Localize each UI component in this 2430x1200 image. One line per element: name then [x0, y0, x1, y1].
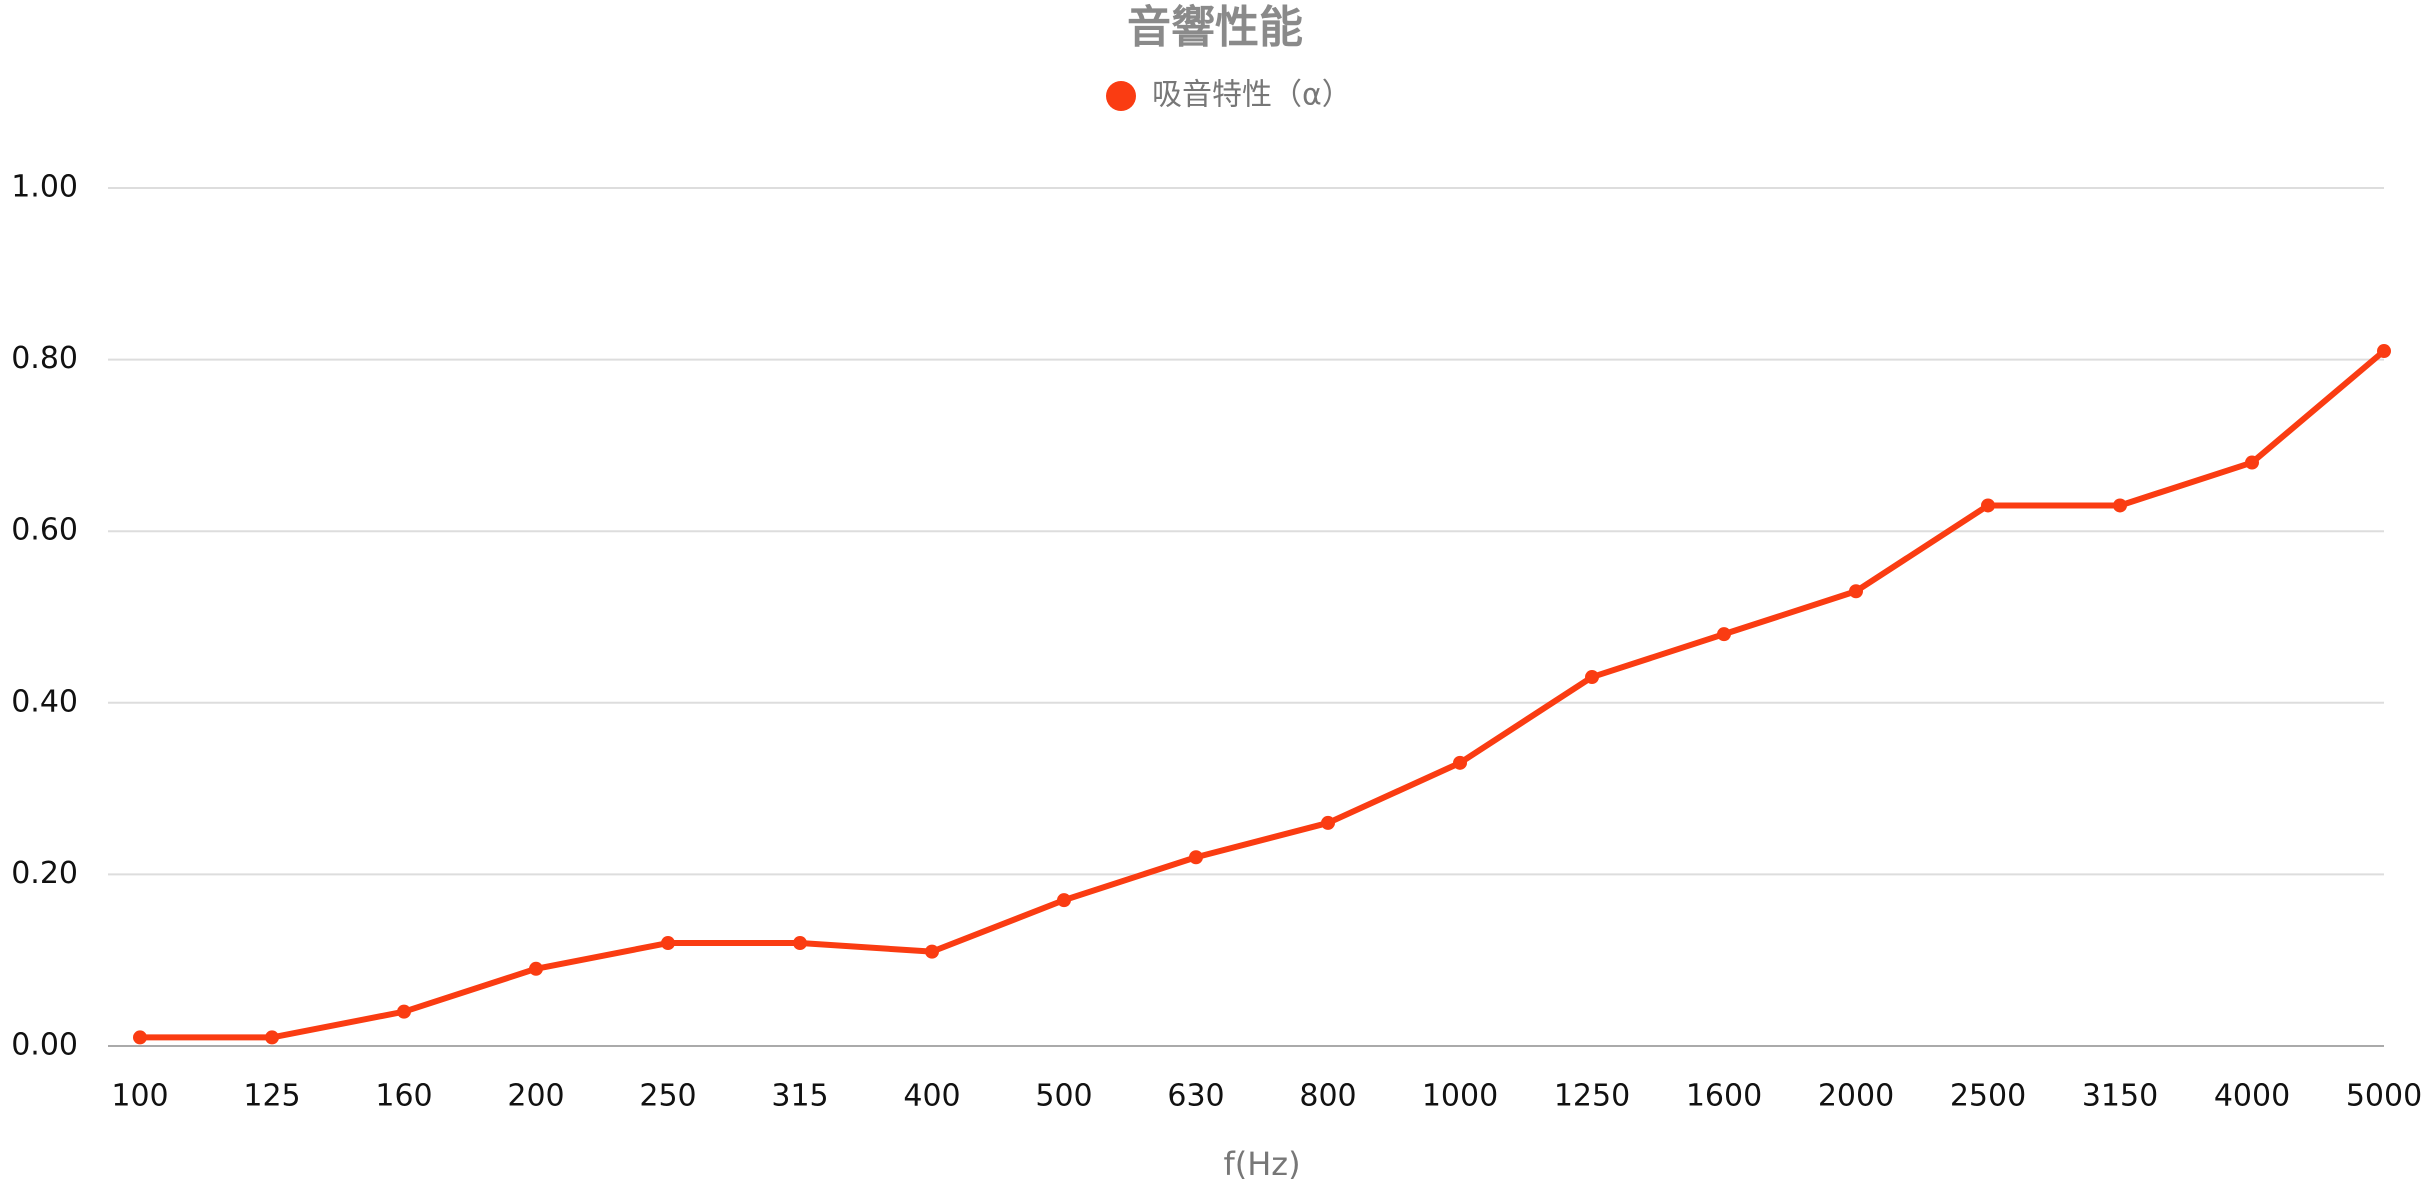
y-tick-label: 0.80	[11, 341, 78, 376]
data-point	[133, 1030, 147, 1045]
y-tick-label: 0.00	[11, 1028, 78, 1063]
data-point	[1321, 815, 1335, 830]
x-tick-label: 200	[507, 1079, 564, 1114]
y-tick-label: 0.60	[11, 513, 78, 548]
x-tick-label: 5000	[2346, 1079, 2422, 1114]
data-point	[661, 936, 675, 951]
data-point	[2377, 344, 2391, 359]
data-point	[397, 1004, 411, 1019]
x-tick-label: 2500	[1950, 1079, 2026, 1114]
chart-title: 音響性能	[1127, 2, 1303, 53]
series-line	[140, 348, 2386, 1041]
data-point	[1585, 670, 1599, 685]
x-tick-label: 2000	[1818, 1079, 1894, 1114]
data-point	[1981, 498, 1995, 513]
y-tick-label: 0.40	[11, 684, 78, 719]
data-point	[529, 961, 543, 976]
x-tick-label: 1600	[1686, 1079, 1762, 1114]
x-axis-label: f(Hz)	[1223, 1145, 1300, 1183]
x-tick-label: 1250	[1554, 1079, 1630, 1114]
x-tick-label: 160	[375, 1079, 432, 1114]
x-tick-label: 1000	[1422, 1079, 1498, 1114]
x-tick-label: 250	[639, 1079, 696, 1114]
legend-marker	[1106, 81, 1136, 111]
data-point	[925, 944, 939, 959]
x-tick-label: 3150	[2082, 1079, 2158, 1114]
data-point	[2245, 455, 2259, 470]
y-tick-label: 1.00	[11, 170, 78, 205]
data-point	[1849, 584, 1863, 599]
x-tick-label: 125	[243, 1079, 300, 1114]
x-tick-label: 630	[1167, 1079, 1224, 1114]
x-tick-label: 4000	[2214, 1079, 2290, 1114]
data-point	[1453, 755, 1467, 770]
data-point	[265, 1030, 279, 1045]
x-tick-label: 315	[771, 1079, 828, 1114]
data-point	[2113, 498, 2127, 513]
legend-label: 吸音特性（α）	[1152, 78, 1352, 113]
y-tick-label: 0.20	[11, 856, 78, 891]
data-point	[1189, 850, 1203, 865]
x-tick-label: 500	[1035, 1079, 1092, 1114]
data-point	[1717, 627, 1731, 642]
data-point	[1057, 893, 1071, 908]
x-tick-label: 800	[1299, 1079, 1356, 1114]
data-point	[793, 936, 807, 951]
x-tick-label: 400	[903, 1079, 960, 1114]
x-tick-label: 100	[111, 1079, 168, 1114]
